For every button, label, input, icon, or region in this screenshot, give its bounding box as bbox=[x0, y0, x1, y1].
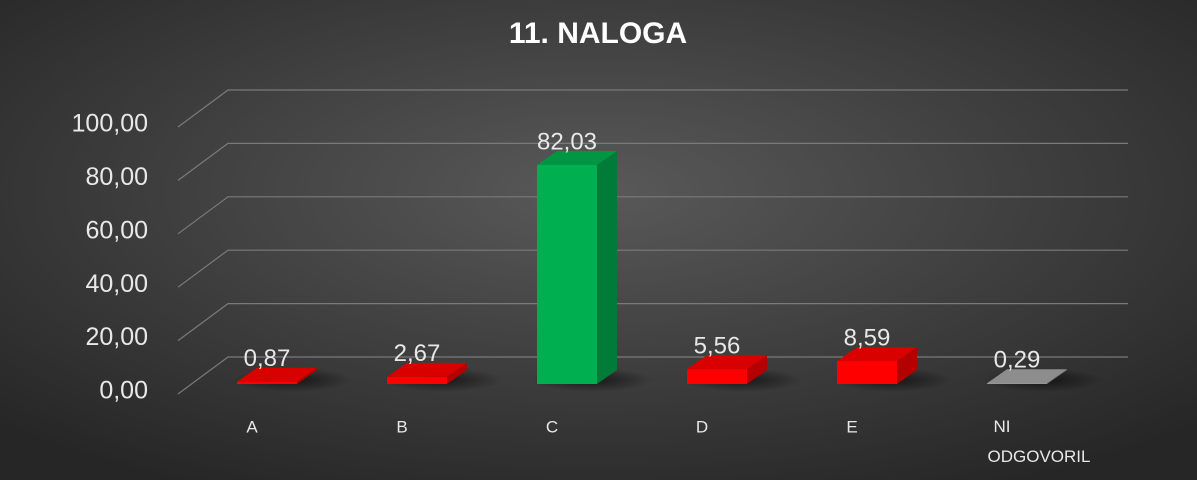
bar-side bbox=[597, 150, 617, 384]
bar-top bbox=[687, 355, 767, 370]
x-tick-label: C bbox=[546, 417, 558, 436]
bar-side bbox=[1047, 369, 1067, 384]
bar-top bbox=[837, 347, 917, 362]
x-tick-label: D bbox=[696, 417, 708, 436]
y-tick-label: 20,00 bbox=[85, 323, 148, 351]
bar-side bbox=[747, 355, 767, 384]
grid-line bbox=[177, 356, 1128, 395]
value-label: 8,59 bbox=[844, 324, 891, 351]
value-label: 82,03 bbox=[537, 128, 597, 155]
bar-top bbox=[387, 362, 467, 377]
y-tick-label: 80,00 bbox=[85, 163, 148, 191]
value-label: 0,87 bbox=[244, 345, 291, 372]
bar bbox=[387, 376, 447, 384]
value-label: 5,56 bbox=[694, 332, 741, 359]
bar-top bbox=[987, 369, 1067, 384]
grid-line bbox=[177, 89, 1128, 128]
bar bbox=[537, 164, 597, 384]
x-tick-label: E bbox=[846, 417, 857, 436]
chart-title: 11. NALOGA bbox=[509, 17, 687, 50]
bar-side bbox=[297, 367, 317, 384]
bar bbox=[837, 361, 897, 384]
grid-line bbox=[177, 196, 1128, 235]
bar-side bbox=[897, 347, 917, 384]
value-label: 2,67 bbox=[394, 340, 441, 367]
grid-line bbox=[177, 303, 1128, 342]
value-label: 0,29 bbox=[994, 347, 1041, 374]
y-tick-label: 60,00 bbox=[85, 216, 148, 244]
x-tick-label: B bbox=[396, 417, 407, 436]
x-tick-label: A bbox=[246, 417, 258, 436]
bar-top bbox=[537, 150, 617, 165]
y-tick-label: 40,00 bbox=[85, 270, 148, 298]
bar bbox=[237, 381, 297, 384]
bar bbox=[987, 383, 1047, 384]
bar-top bbox=[237, 367, 317, 382]
grid-line bbox=[177, 249, 1128, 288]
y-tick-label: 100,00 bbox=[72, 110, 148, 138]
bar-side bbox=[447, 362, 467, 384]
x-tick-label: NI ODGOVORIL bbox=[988, 417, 1091, 466]
grid-line bbox=[177, 142, 1128, 181]
bar bbox=[687, 369, 747, 384]
y-tick-label: 0,00 bbox=[99, 377, 148, 405]
